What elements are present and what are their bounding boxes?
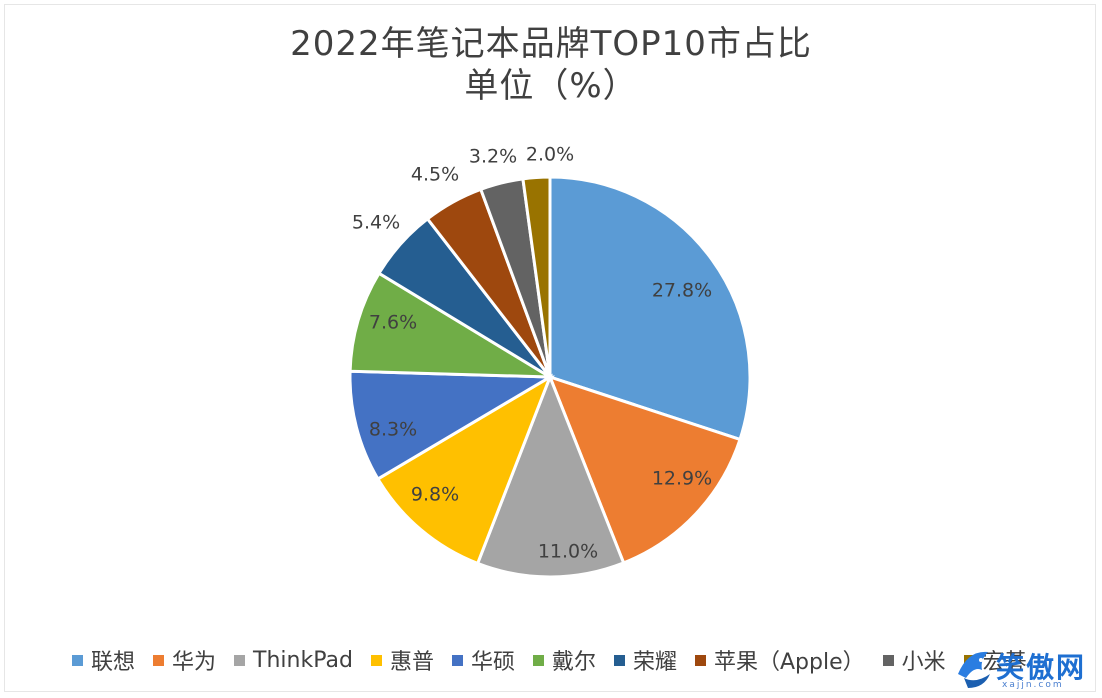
data-label: 2.0% bbox=[526, 144, 574, 166]
legend-item: 华硕 bbox=[451, 644, 515, 676]
legend-label: 宏碁 bbox=[982, 650, 1027, 675]
legend-item: 联想 bbox=[72, 644, 135, 676]
legend-swatch bbox=[72, 654, 83, 666]
data-label: 12.9% bbox=[652, 468, 712, 490]
watermark: 笑傲网 xajjn.com bbox=[954, 644, 1094, 694]
legend-label: 荣耀 bbox=[632, 650, 677, 675]
pie-slice bbox=[547, 374, 742, 565]
legend-label: 惠普 bbox=[389, 650, 434, 675]
legend-swatch bbox=[532, 654, 544, 666]
data-label: 8.3% bbox=[369, 419, 417, 441]
pie-slice bbox=[348, 271, 556, 379]
data-label: 7.6% bbox=[369, 312, 417, 334]
watermark-text: 笑傲网 bbox=[996, 651, 1087, 684]
data-label: 5.4% bbox=[352, 212, 400, 234]
chart-subtitle: 单位（%） bbox=[464, 66, 638, 106]
pie-slice bbox=[521, 175, 552, 378]
chart-legend: 联想 华为 ThinkPad 惠普 华硕 戴尔 荣耀 苹果（Apple） 小米 宏碁 bbox=[72, 643, 1072, 677]
data-label: 4.5% bbox=[411, 164, 459, 186]
legend-item: 小米 bbox=[882, 644, 946, 676]
legend-swatch bbox=[153, 654, 165, 666]
legend-swatch bbox=[613, 654, 625, 666]
legend-swatch bbox=[695, 654, 706, 666]
pie-slice bbox=[348, 369, 556, 482]
legend-item: 惠普 bbox=[370, 644, 434, 676]
pie-chart: 27.8% 12.9% 11.0% 9.8% 8.3% 7.6% 5.4% 4.5% 3.2% 2… bbox=[348, 144, 752, 579]
data-label: 3.2% bbox=[469, 146, 517, 168]
legend-swatch bbox=[882, 654, 894, 666]
pie-slice bbox=[548, 175, 752, 442]
legend-label: 戴尔 bbox=[551, 650, 596, 675]
legend-item: 荣耀 bbox=[613, 644, 677, 676]
watermark-subtext: xajjn.com bbox=[1002, 680, 1064, 690]
shark-logo-icon bbox=[958, 651, 990, 688]
data-label: 11.0% bbox=[538, 541, 598, 563]
legend-swatch bbox=[451, 654, 463, 666]
legend-label: ThinkPad bbox=[253, 647, 353, 673]
legend-item: 戴尔 bbox=[532, 644, 596, 676]
pie-slice bbox=[475, 372, 626, 579]
data-label: 27.8% bbox=[652, 280, 712, 302]
legend-label: 华硕 bbox=[470, 650, 515, 675]
legend-item: 苹果（Apple） bbox=[695, 644, 865, 676]
legend-label: 苹果（Apple） bbox=[714, 650, 865, 675]
legend-item: 华为 bbox=[153, 644, 216, 676]
chart-frame bbox=[4, 4, 1096, 692]
legend-swatch bbox=[370, 654, 382, 666]
legend-label: 小米 bbox=[901, 650, 946, 675]
legend-label: 联想 bbox=[91, 650, 136, 675]
data-label: 9.8% bbox=[411, 484, 459, 506]
legend-item: ThinkPad bbox=[234, 648, 353, 673]
pie-slice bbox=[375, 373, 553, 566]
legend-label: 华为 bbox=[172, 650, 217, 675]
chart-title: 2022年笔记本品牌TOP10市占比 bbox=[290, 24, 812, 64]
legend-swatch bbox=[234, 654, 246, 666]
